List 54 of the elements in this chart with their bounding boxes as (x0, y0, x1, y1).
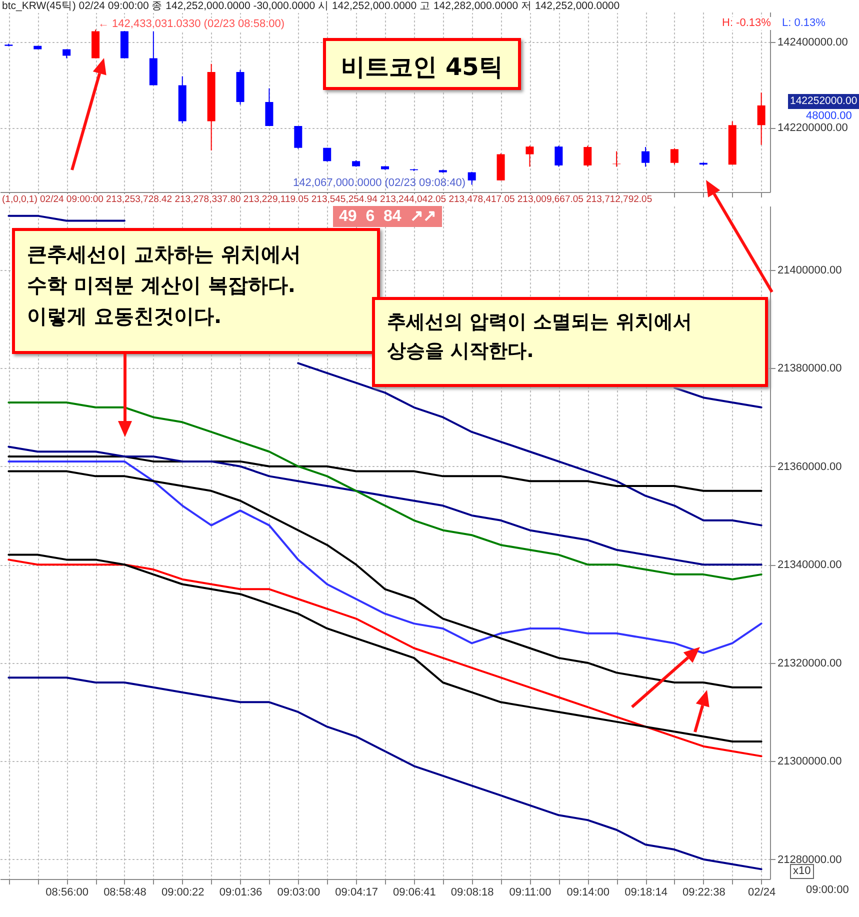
y-tick-label: 21340000.00 (778, 559, 842, 572)
x-tick-label: 08:56:00 (46, 886, 88, 898)
y-tick-label: 142200000.00 (778, 122, 848, 134)
text: 48000.00 (806, 110, 852, 124)
x-tick-label: 09:01:36 (219, 886, 262, 898)
candlestick (323, 147, 332, 162)
x-tick-label: 09:00:22 (161, 886, 204, 898)
annotation: H: -0.13% (722, 17, 771, 30)
text: L: 0.13% (782, 17, 826, 30)
candlestick (526, 145, 534, 168)
text: 09:00:00 (806, 884, 849, 898)
candlestick (468, 171, 476, 186)
x-tick-label: 09:04:17 (335, 886, 378, 898)
x-tick-label: 09:22:38 (682, 886, 726, 898)
y-tick-label: 21360000.00 (778, 460, 842, 473)
candlestick (294, 126, 302, 150)
y-tick-label: 21280000.00 (778, 854, 842, 866)
line-series (8, 446, 762, 566)
annotation: 142,067,000.0000 (02/23 09:08:40) (293, 177, 466, 190)
candlestick (584, 145, 592, 168)
x-tick-label: 09:03:00 (277, 886, 320, 898)
candlestick (265, 88, 274, 126)
text: (1,0,0,1) 02/24 09:00:00 213,253,728.42 213,278,337.80 213,229,119.05 213,545,254.94 213,244,042.05 213,478,417.05 213,009,667.05 213,712,792.05 (2, 194, 652, 206)
x-tick-label: 09:08:18 (450, 886, 494, 898)
annotation: 49 6 84 ↗↗ (333, 206, 442, 228)
line-series (297, 362, 762, 526)
callout-box: 큰추세선이 교차하는 위치에서 수학 미적분 계산이 복잡하다. 이렇게 요동친것이다. (12, 228, 380, 354)
candlestick (757, 92, 766, 146)
y-tick-label: 142400000.00 (778, 36, 848, 48)
line-series (8, 676, 762, 870)
x-tick-label: 02/24 (748, 886, 776, 898)
candlestick (642, 146, 650, 168)
x-tick-label: 09:06:41 (393, 886, 436, 898)
x-tick-label: 09:14:00 (566, 886, 610, 898)
line-series (8, 460, 762, 654)
callout-box: 비트코인 45틱 (323, 38, 521, 90)
x-tick-label: 09:11:00 (509, 886, 552, 898)
line-series (8, 470, 762, 688)
candlestick (670, 148, 678, 166)
callout-box: 추세선의 압력이 소멸되는 위치에서 상승을 시작한다. (372, 297, 768, 387)
y-tick-label: 21380000.00 (778, 362, 842, 375)
candlestick (554, 145, 563, 168)
line-series (8, 456, 762, 492)
annotation: ← 142,433,031.0330 (02/23 08:58:00) (98, 18, 285, 32)
line-series (8, 401, 762, 580)
x-tick-label: 08:58:48 (104, 886, 146, 898)
text: btc_KRW(45틱) 02/24 09:00:00 종 142,252,000.0000 -30,000.0000 시 142,252,000.0000 고 142,282,000.0000 저 142,252,000.0000 (2, 0, 620, 13)
y-tick-label: 21320000.00 (778, 657, 842, 670)
y-tick-label: 21300000.00 (778, 756, 842, 768)
y-tick-label: 21400000.00 (778, 264, 842, 276)
text: x10 (790, 864, 814, 880)
text: 142252000.00 (788, 94, 859, 109)
x-tick-label: 09:18:14 (624, 886, 668, 898)
candlestick (612, 150, 621, 168)
